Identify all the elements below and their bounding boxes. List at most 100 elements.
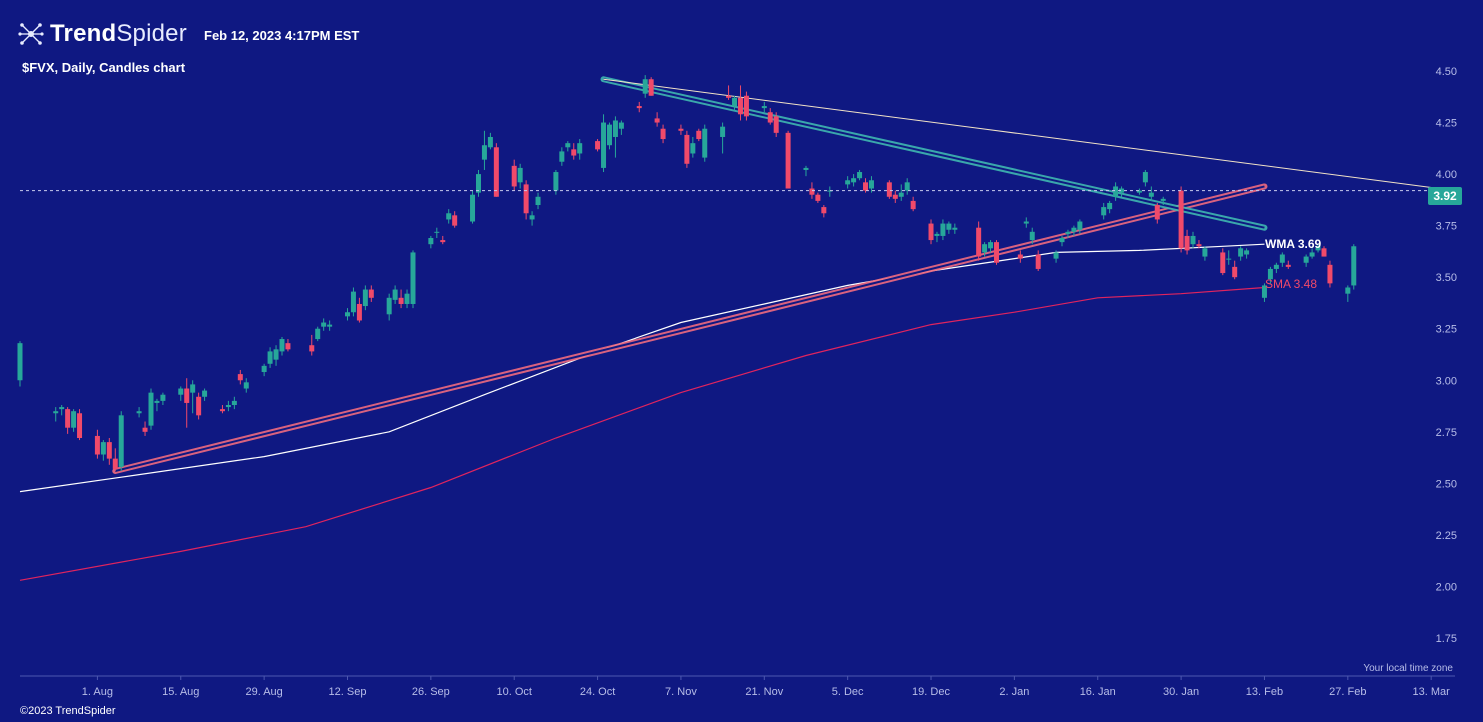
wma-label[interactable]: WMA 3.69 [1265, 237, 1322, 251]
candle-body [315, 328, 321, 340]
candle-body [577, 143, 583, 154]
candle [1309, 248, 1315, 259]
candle [77, 409, 83, 441]
sma-line[interactable] [19, 286, 1265, 581]
candle [654, 112, 660, 127]
candle [737, 85, 743, 121]
y-axis[interactable]: 4.50 4.25 4.00 3.75 3.50 3.25 3.00 2.75 2.50 2.25… [1436, 66, 1457, 645]
x-tick-label: 30. Jan [1163, 686, 1199, 698]
candle-body [1220, 252, 1226, 274]
candle [511, 159, 517, 191]
sma-label[interactable]: SMA 3.48 [1265, 277, 1318, 291]
candle-body [440, 240, 446, 243]
candle-body [106, 442, 112, 459]
candle [684, 130, 690, 168]
candle-body [994, 242, 1000, 263]
candle-body [737, 97, 743, 115]
candle-body [595, 141, 601, 150]
candle-body [392, 289, 398, 300]
x-axis[interactable]: 1. Aug 15. Aug 29. Aug 12. Sep 26. Sep 10. Oc… [82, 676, 1450, 698]
candle [225, 400, 231, 412]
candle-body [309, 345, 315, 352]
candle [53, 407, 59, 422]
trendline-layer[interactable] [112, 76, 1456, 474]
candle-body [1029, 231, 1035, 241]
candle [571, 143, 577, 160]
x-tick-label: 24. Oct [580, 686, 615, 698]
y-tick-label: 4.50 [1436, 66, 1457, 78]
timezone-note[interactable]: Your local time zone [1363, 663, 1453, 674]
candle [267, 347, 273, 368]
candle-body [654, 118, 660, 123]
candle-body [53, 411, 59, 414]
candle [690, 136, 696, 158]
brand-logo[interactable]: TrendSpider [18, 20, 187, 48]
candle [886, 180, 892, 199]
candle [1273, 262, 1279, 274]
candle-body [767, 112, 773, 123]
sma-layer [19, 286, 1265, 581]
candle [982, 242, 988, 257]
candle [285, 339, 291, 352]
candle [1071, 225, 1077, 236]
candle-body [410, 252, 416, 304]
candle [994, 240, 1000, 265]
falling-trendline[interactable] [600, 76, 1268, 231]
candle-body [1244, 250, 1250, 255]
candle-body [910, 200, 916, 210]
candle [1184, 229, 1190, 255]
candle-body [178, 388, 184, 395]
candle-body [1065, 231, 1071, 234]
candle-body [237, 374, 243, 381]
candle [178, 386, 184, 401]
candle-body [845, 180, 851, 185]
candle-body [446, 213, 452, 220]
candle-body [1309, 252, 1315, 257]
candle [952, 223, 958, 234]
candle [845, 176, 851, 189]
candle [1077, 219, 1083, 234]
candle-body [928, 223, 934, 241]
candle [1244, 248, 1250, 259]
candle-body [571, 149, 577, 156]
rising-trendline[interactable] [112, 183, 1268, 474]
wma-line[interactable] [19, 243, 1265, 493]
candle-body [904, 182, 910, 191]
candle-body [1077, 221, 1083, 230]
candle [261, 363, 267, 377]
chart-timestamp: Feb 12, 2023 4:17PM EST [204, 28, 360, 43]
candle [868, 176, 874, 193]
x-tick-label: 7. Nov [665, 686, 697, 698]
candle-body [184, 388, 190, 403]
candle-body [976, 227, 982, 257]
rising-trendline-core [115, 185, 1265, 472]
y-tick-label: 3.50 [1436, 272, 1457, 284]
candle [368, 285, 374, 302]
candle-body [863, 182, 869, 191]
candle [904, 178, 910, 195]
candle-body [1267, 268, 1273, 280]
candle [577, 139, 583, 160]
candle-body [642, 79, 648, 94]
candle-body [404, 293, 410, 304]
candle [606, 122, 612, 150]
candle-body [196, 396, 202, 416]
candle [988, 240, 994, 253]
candle [59, 405, 65, 416]
candle [17, 341, 23, 387]
candle-body [219, 409, 225, 412]
candle-body [267, 351, 273, 364]
candle [529, 211, 535, 226]
candle-body [1279, 254, 1285, 263]
x-tick-label: 2. Jan [999, 686, 1029, 698]
candle-body [344, 312, 350, 317]
candle [344, 308, 350, 321]
candle [1321, 246, 1327, 257]
candle-body [732, 97, 738, 107]
candle [1059, 235, 1065, 247]
x-tick-label: 16. Jan [1080, 686, 1116, 698]
candle [1285, 260, 1291, 269]
wma-layer [19, 243, 1265, 493]
candle-body [636, 106, 642, 109]
